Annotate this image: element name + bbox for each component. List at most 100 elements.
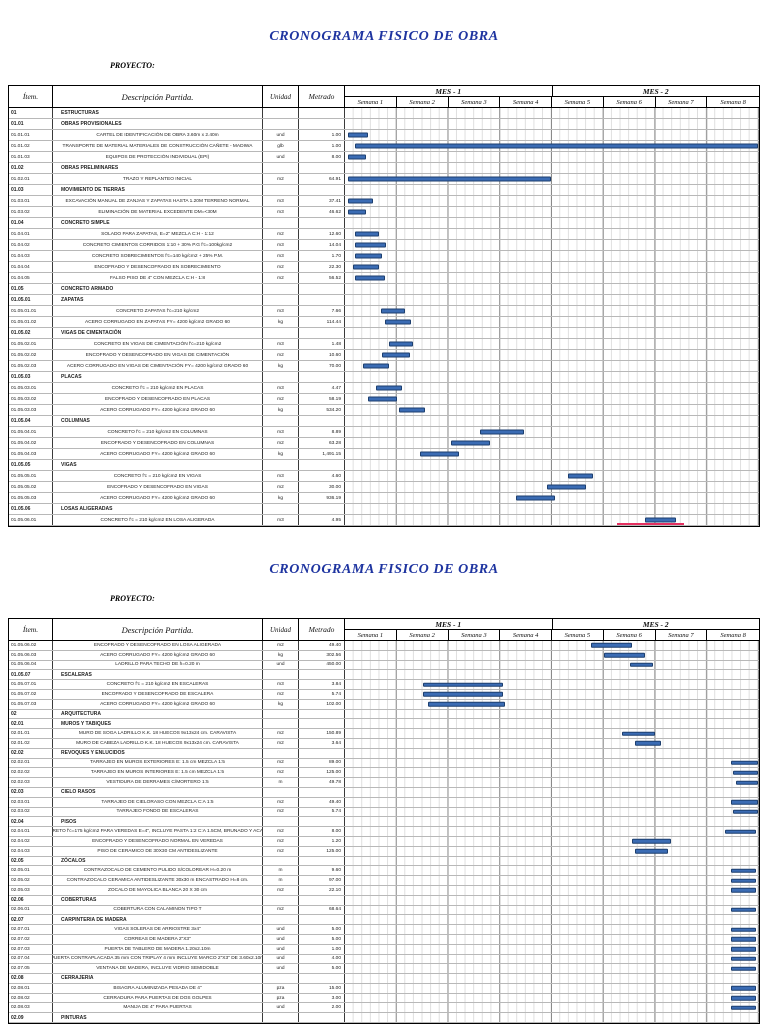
unit-cell: m3: [263, 339, 299, 349]
item-code-cell: 02.06: [9, 895, 53, 905]
unit-cell: [263, 119, 299, 129]
item-code-cell: 01.05.03: [9, 372, 53, 382]
item-row: 01.05.03.02 ENCOFRADO Y DESENCOFRADO EN P…: [9, 394, 759, 405]
description-cell: CONCRETO f'c = 210 kg/cm2 EN PLACAS: [53, 383, 263, 393]
gantt-cell: [345, 449, 759, 459]
description-cell: VIGAS: [53, 460, 263, 470]
item-code-cell: 02.08.03: [9, 1003, 53, 1013]
unit-cell: m3: [263, 427, 299, 437]
description-cell: CONCRETO f'c = 210 kg/cm2 EN VIGAS: [53, 471, 263, 481]
item-code-cell: 02.05.01: [9, 866, 53, 876]
quantity-cell: 15.00: [299, 983, 345, 993]
description-cell: ACERO CORRUGADO EN VIGAS DE CIMENTACIÓN …: [53, 361, 263, 371]
description-cell: COBERTURAS: [53, 895, 263, 905]
quantity-cell: 58.19: [299, 394, 345, 404]
unit-cell: glb: [263, 141, 299, 151]
item-code-cell: 01.04.02: [9, 240, 53, 250]
item-code-cell: 01.05.04.03: [9, 449, 53, 459]
gantt-cell: [345, 807, 759, 817]
description-cell: CONCRETO f'c = 210 kg/cm2 EN ESCALERAS: [53, 680, 263, 689]
section-row: 01.05 CONCRETO ARMADO: [9, 284, 759, 295]
quantity-cell: 30.00: [299, 482, 345, 492]
item-code-cell: 02.07: [9, 915, 53, 925]
description-cell: VENTANA DE MADERA, INCLUYE VIDRIO SEMIDO…: [53, 964, 263, 974]
description-cell: PISOS: [53, 817, 263, 827]
description-cell: ESTRUCTURAS: [53, 108, 263, 118]
gantt-bar: [733, 809, 758, 815]
description-cell: CONCRETO EN VIGAS DE CIMENTACIÓN f'c=210…: [53, 339, 263, 349]
gantt-bar: [376, 385, 402, 391]
unit-cell: [263, 719, 299, 729]
item-row: 02.02.01 TARRAJEO EN MUROS EXTERIORES E: …: [9, 758, 759, 769]
description-cell: ENCOFRADO Y DESENCOFRADO EN PLACAS: [53, 394, 263, 404]
item-row: 01.05.07.03 ACERO CORRUGADO FY= 4200 kg/c…: [9, 699, 759, 710]
description-cell: ACERO CORRUGADO EN ZAPATAS FY= 4200 kg/c…: [53, 317, 263, 327]
unit-cell: m2: [263, 438, 299, 448]
description-cell: CONCRETO CIMIENTOS CORRIDOS 1:10 + 30% P…: [53, 240, 263, 250]
description-cell: CIELO RASOS: [53, 787, 263, 797]
col-header-quantity: Metrado: [299, 86, 345, 107]
gantt-cell: [345, 1013, 759, 1023]
description-cell: TARRAJEO FONDO DE ESCALERAS: [53, 807, 263, 817]
week-header: Semana 5: [552, 630, 604, 641]
item-code-cell: 02.04.03: [9, 846, 53, 856]
item-row: 01.05.02.02 ENCOFRADO Y DESENCOFRADO EN V…: [9, 350, 759, 361]
item-row: 01.05.03.03 ACERO CORRUGADO FY= 4200 kg/c…: [9, 405, 759, 416]
gantt-bar: [368, 396, 397, 402]
unit-cell: [263, 504, 299, 514]
item-code-cell: 02.02: [9, 748, 53, 758]
item-code-cell: 01.05.05: [9, 460, 53, 470]
item-row: 02.05.03 ZOCALO DE MAYOLICA BLANCA 20 X 3…: [9, 885, 759, 896]
unit-cell: m2: [263, 273, 299, 283]
gantt-cell: [345, 460, 759, 470]
gantt-bar: [427, 701, 506, 707]
item-code-cell: 01.05.03.03: [9, 405, 53, 415]
item-code-cell: 01.03.02: [9, 207, 53, 217]
description-cell: PLACAS: [53, 372, 263, 382]
section-row: 01.04 CONCRETO SIMPLE: [9, 218, 759, 229]
section-row: 02 ARQUITECTURA: [9, 709, 759, 720]
item-code-cell: 01.04.04: [9, 262, 53, 272]
section-row: 01 ESTRUCTURAS: [9, 108, 759, 119]
quantity-cell: [299, 1013, 345, 1023]
gantt-cell: [345, 660, 759, 670]
quantity-cell: 3.00: [299, 993, 345, 1003]
unit-cell: kg: [263, 405, 299, 415]
gantt-bar: [730, 966, 757, 971]
gantt-cell: [345, 934, 759, 944]
item-code-cell: 02.04: [9, 817, 53, 827]
unit-cell: [263, 670, 299, 680]
week-header: Semana 1: [345, 97, 397, 108]
schedule-table: Ítem. Descripción Partida. Unidad Metrad…: [8, 618, 760, 1024]
unit-cell: [263, 787, 299, 797]
gantt-cell: [345, 866, 759, 876]
gantt-cell: [345, 163, 759, 173]
section-row: 01.02 OBRAS PRELIMINARES: [9, 163, 759, 174]
item-code-cell: 02.07.04: [9, 954, 53, 964]
description-cell: PUERTA DE TABLERO DE MADERA 1.20x2.10m: [53, 944, 263, 954]
gantt-cell: [345, 944, 759, 954]
gantt-cell: [345, 836, 759, 846]
gantt-cell: [345, 670, 759, 680]
item-code-cell: 01.01.02: [9, 141, 53, 151]
unit-cell: m2: [263, 758, 299, 768]
item-code-cell: 02.07.05: [9, 964, 53, 974]
quantity-cell: [299, 895, 345, 905]
quantity-cell: [299, 709, 345, 719]
quantity-cell: 68.64: [299, 905, 345, 915]
month-header: MES - 2: [642, 87, 669, 96]
description-cell: MUROS Y TABIQUES: [53, 719, 263, 729]
gantt-cell: [345, 787, 759, 797]
week-header-row: Semana 1 Semana 2 Semana 3 Semana 4 Semana 5…: [345, 97, 759, 108]
gantt-cell: [345, 295, 759, 305]
quantity-cell: 63.28: [299, 438, 345, 448]
gantt-bar: [515, 495, 555, 501]
gantt-bar: [730, 868, 757, 873]
description-cell: PISO DE CERAMICO DE 30X30 CM ANTIDESLIZA…: [53, 846, 263, 856]
quantity-cell: 2.00: [299, 1003, 345, 1013]
gantt-cell: [345, 119, 759, 129]
description-cell: CERRADURA PARA PUERTAS DE DOS GOLPES: [53, 993, 263, 1003]
quantity-cell: 4.60: [299, 471, 345, 481]
